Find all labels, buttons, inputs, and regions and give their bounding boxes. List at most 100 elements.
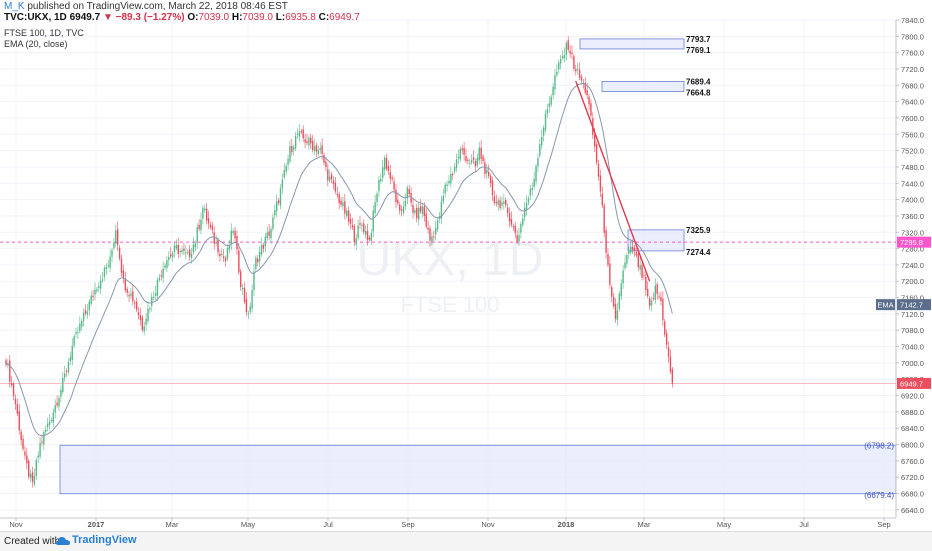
candle-body bbox=[266, 232, 268, 239]
candle-body bbox=[18, 411, 20, 431]
high-value: 7039.0 bbox=[242, 12, 273, 23]
candle-body bbox=[645, 277, 647, 291]
candle-body bbox=[109, 256, 111, 268]
candle-body bbox=[567, 40, 569, 50]
candle-body bbox=[669, 356, 672, 372]
candle-body bbox=[111, 250, 113, 257]
candle-body bbox=[181, 249, 183, 253]
trendline bbox=[575, 80, 651, 282]
candle-body bbox=[39, 442, 41, 457]
candle-body bbox=[361, 224, 363, 226]
candle-body bbox=[132, 291, 134, 302]
candle-body bbox=[253, 271, 255, 291]
zone-top-label: 7689.4 bbox=[686, 77, 711, 86]
candle-body bbox=[505, 200, 507, 206]
candle-body bbox=[429, 228, 431, 241]
close-label: C: bbox=[318, 12, 330, 23]
zone-bottom-label: 7664.8 bbox=[686, 89, 711, 98]
candle-body bbox=[113, 242, 115, 248]
candle-body bbox=[340, 200, 342, 205]
candle-body bbox=[285, 165, 287, 172]
candle-body bbox=[31, 472, 34, 482]
chart-grid bbox=[0, 19, 896, 518]
candle-body bbox=[470, 160, 473, 163]
candle-body bbox=[580, 76, 583, 81]
candle-body bbox=[135, 301, 138, 310]
candle-body bbox=[325, 161, 327, 168]
candle-body bbox=[10, 383, 13, 386]
candle-body bbox=[559, 59, 562, 64]
candle-body bbox=[346, 210, 348, 217]
ema-tag-prefix-bg bbox=[876, 299, 895, 311]
candle-body bbox=[12, 383, 15, 397]
candle-body bbox=[327, 169, 329, 181]
candle-body bbox=[605, 230, 607, 253]
candle-body bbox=[14, 398, 17, 405]
candle-body bbox=[529, 188, 532, 196]
candle-body bbox=[408, 189, 410, 195]
candle-body bbox=[467, 159, 469, 161]
price-tick-label: 7400.0 bbox=[901, 196, 924, 205]
candle-body bbox=[330, 174, 333, 180]
candle-body bbox=[366, 230, 369, 240]
publish-info: M_K published on TradingView.com, March … bbox=[4, 1, 288, 12]
candle-body bbox=[370, 232, 373, 241]
zone-top-label: 7325.9 bbox=[686, 226, 711, 235]
price-tick-label: 7280.0 bbox=[901, 245, 924, 254]
candle-body bbox=[152, 297, 155, 299]
candle-body bbox=[378, 179, 380, 192]
candle-body bbox=[209, 224, 212, 228]
candle-body bbox=[26, 455, 28, 464]
zone-top-label: 7793.7 bbox=[686, 35, 711, 44]
last-price-tag: 6949.7 bbox=[900, 379, 923, 388]
candle-body bbox=[486, 169, 488, 173]
series-legend: FTSE 100, 1D, TVC bbox=[4, 28, 84, 38]
candle-body bbox=[137, 312, 140, 316]
ema-tag-prefix: EMA bbox=[877, 301, 893, 310]
candle-body bbox=[404, 200, 407, 207]
candle-body bbox=[501, 202, 503, 206]
candle-body bbox=[7, 362, 9, 365]
candle-body bbox=[249, 306, 251, 312]
candle-body bbox=[168, 256, 170, 261]
zone-bottom-label: (6679.4) bbox=[864, 491, 894, 500]
candle-body bbox=[626, 255, 628, 264]
candle-body bbox=[399, 204, 401, 211]
candle-body bbox=[506, 207, 509, 214]
publish-text: published on TradingView.com, March 22, … bbox=[27, 1, 288, 12]
candle-body bbox=[633, 247, 636, 252]
price-tick-label: 7720.0 bbox=[901, 65, 924, 74]
candle-body bbox=[82, 312, 85, 321]
candle-body bbox=[147, 308, 149, 322]
candle-body bbox=[355, 238, 357, 245]
candle-body bbox=[402, 206, 405, 214]
candle-body bbox=[279, 188, 282, 206]
open-value: 7039.0 bbox=[198, 12, 230, 23]
candle-body bbox=[631, 246, 634, 250]
candle-body bbox=[52, 412, 55, 423]
candle-body bbox=[527, 198, 530, 203]
candle-body bbox=[213, 232, 215, 244]
tradingview-brand-link[interactable]: TradingView bbox=[72, 534, 137, 546]
down-arrow-icon: ▼ bbox=[102, 12, 113, 23]
time-tick-label: May bbox=[717, 520, 731, 529]
candle-body bbox=[46, 423, 49, 428]
candle-body bbox=[50, 420, 53, 422]
candle-body bbox=[595, 144, 598, 163]
hline-tag: 7295.8 bbox=[900, 238, 923, 247]
candle-body bbox=[342, 202, 344, 207]
candle-body bbox=[389, 172, 391, 179]
candle-body bbox=[160, 275, 162, 277]
candle-body bbox=[406, 187, 409, 199]
candle-body bbox=[243, 287, 246, 302]
candle-body bbox=[71, 345, 73, 360]
candle-body bbox=[601, 193, 603, 206]
candle-body bbox=[584, 82, 586, 93]
candle-body bbox=[353, 226, 356, 243]
author-link[interactable]: M_K bbox=[4, 1, 25, 12]
candle-body bbox=[414, 210, 416, 213]
candle-body bbox=[442, 195, 444, 202]
candle-body bbox=[308, 137, 310, 146]
candle-body bbox=[611, 287, 613, 297]
